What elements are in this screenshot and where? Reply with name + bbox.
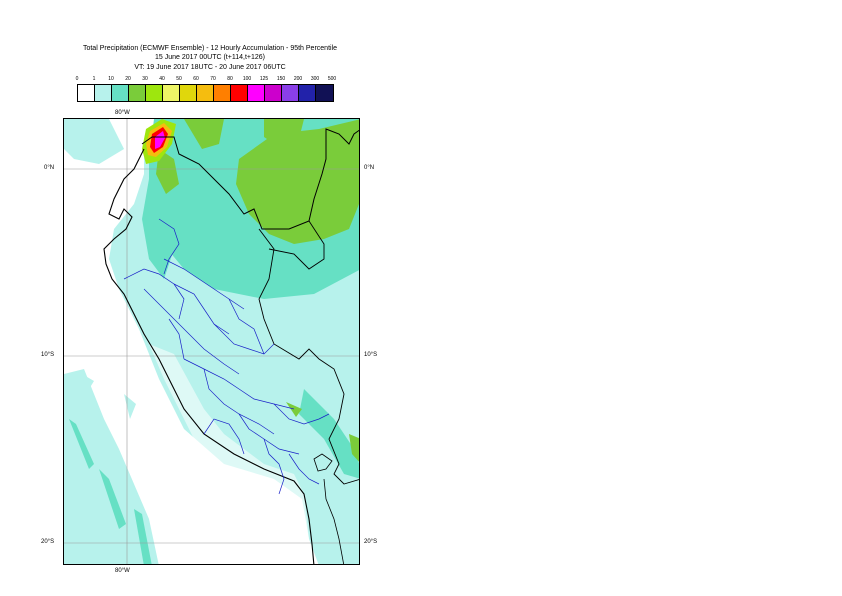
eastern-border	[258, 228, 359, 485]
legend-swatch	[282, 85, 299, 101]
legend-swatch	[112, 85, 129, 101]
legend-level-label: 500	[327, 76, 337, 82]
northern-border	[141, 128, 359, 230]
legend-level-label: 80	[227, 76, 233, 82]
legend-level-label: 150	[276, 76, 286, 82]
lake-titicaca	[313, 453, 333, 472]
valid-time: VT: 19 June 2017 18UTC - 20 June 2017 06…	[134, 64, 286, 71]
legend-level-label: 20	[125, 76, 131, 82]
legend-swatch	[197, 85, 214, 101]
legend-level-label: 40	[159, 76, 165, 82]
legend-swatch	[248, 85, 265, 101]
legend-swatch	[78, 85, 95, 101]
legend-swatches	[77, 84, 334, 102]
legend-swatch	[214, 85, 231, 101]
legend-swatch	[129, 85, 146, 101]
lat-0-right: 0°N	[364, 165, 375, 171]
chile-bolivia-border	[323, 478, 345, 564]
legend-swatch	[146, 85, 163, 101]
legend-level-label: 100	[242, 76, 252, 82]
precipitation-map	[63, 118, 360, 565]
colombia-peru-border	[268, 220, 325, 270]
offshore-precip	[64, 119, 159, 564]
legend-swatch	[265, 85, 282, 101]
lat-10-left: 10°S	[41, 352, 55, 358]
legend-level-label: 125	[259, 76, 269, 82]
lat-10-right: 10°S	[364, 352, 378, 358]
legend-swatch	[231, 85, 248, 101]
lat-0-left: 0°N	[44, 165, 55, 171]
legend-level-label: 0	[75, 76, 79, 82]
coastline	[103, 148, 315, 564]
lat-20-left: 20°S	[41, 539, 55, 545]
legend-level-label: 50	[176, 76, 182, 82]
legend-swatch	[299, 85, 316, 101]
intense-core	[142, 119, 176, 164]
legend-swatch	[316, 85, 333, 101]
map-title: Total Precipitation (ECMWF Ensemble) - 1…	[82, 45, 338, 52]
lon-label-bottom: 80°W	[115, 568, 130, 574]
base-time: 15 June 2017 00UTC (t+114,t+126)	[154, 54, 265, 61]
legend-level-label: 60	[193, 76, 199, 82]
legend-level-label: 1	[92, 76, 96, 82]
legend-swatch	[95, 85, 112, 101]
legend-level-label: 200	[293, 76, 303, 82]
map-canvas	[64, 119, 359, 564]
lat-20-right: 20°S	[364, 539, 378, 545]
legend-level-label: 300	[310, 76, 320, 82]
offshore-precip-streaks	[69, 419, 152, 564]
admin-boundaries	[123, 218, 330, 495]
legend-level-label: 10	[108, 76, 114, 82]
heavy-precip	[156, 119, 359, 462]
legend-swatch	[180, 85, 197, 101]
legend-level-label: 30	[142, 76, 148, 82]
legend-swatch	[163, 85, 180, 101]
lon-label-top: 80°W	[115, 110, 130, 116]
legend-level-label: 70	[210, 76, 216, 82]
